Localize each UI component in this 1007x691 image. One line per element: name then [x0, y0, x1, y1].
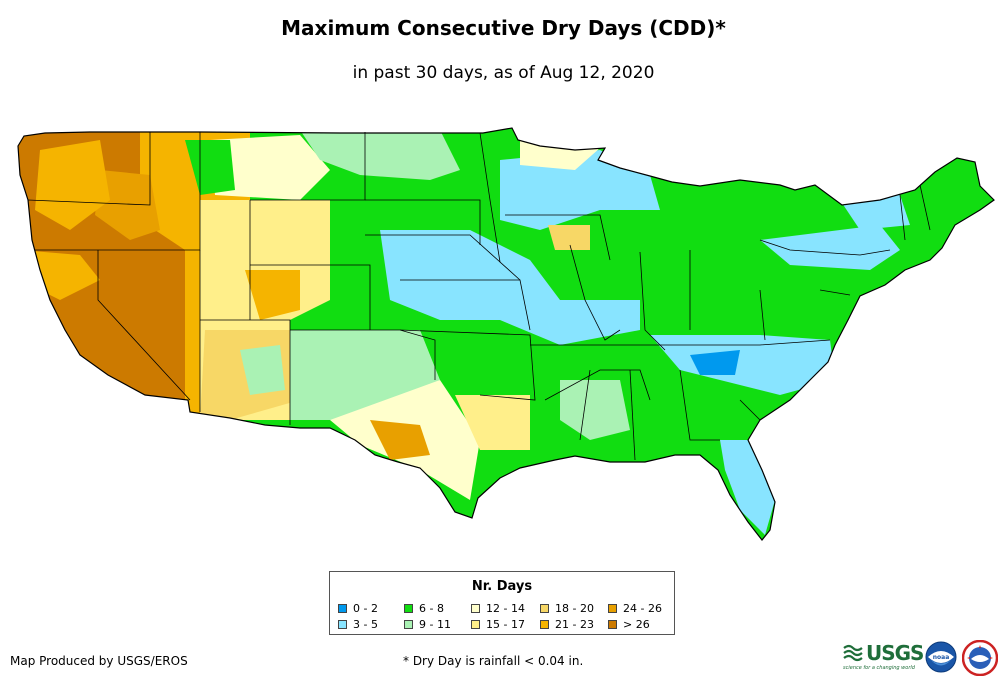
- usgs-wordmark: USGS: [866, 641, 924, 665]
- legend-label: 21 - 23: [555, 618, 594, 631]
- legend-label: 6 - 8: [419, 602, 444, 615]
- legend-swatch: [471, 604, 480, 613]
- legend-title: Nr. Days: [471, 579, 533, 594]
- legend-swatch: [338, 604, 347, 613]
- legend-item: > 26: [608, 618, 650, 631]
- legend-item: 21 - 23: [540, 618, 594, 631]
- legend-item: 18 - 20: [540, 602, 594, 615]
- noaa-logo-text: noaa: [933, 654, 950, 661]
- legend-swatch: [404, 620, 413, 629]
- legend-item: 15 - 17: [471, 618, 525, 631]
- legend-swatch: [608, 620, 617, 629]
- legend: Nr. Days 0 - 2 3 - 5 6 - 8 9 - 11 12 - 1…: [329, 571, 675, 635]
- legend-swatch: [540, 604, 549, 613]
- legend-swatch: [404, 604, 413, 613]
- legend-label: 15 - 17: [486, 618, 525, 631]
- legend-swatch: [338, 620, 347, 629]
- legend-label: 3 - 5: [353, 618, 378, 631]
- legend-label: 9 - 11: [419, 618, 451, 631]
- usgs-waves-icon: [843, 644, 863, 662]
- legend-label: 18 - 20: [555, 602, 594, 615]
- state-boundaries: [27, 132, 931, 461]
- map-title: Maximum Consecutive Dry Days (CDD)*: [281, 16, 726, 40]
- nws-logo-icon: [962, 640, 998, 676]
- legend-item: 6 - 8: [404, 602, 444, 615]
- credit-text: Map Produced by USGS/EROS: [10, 654, 188, 668]
- usgs-tagline: science for a changing world: [843, 665, 915, 671]
- legend-item: 3 - 5: [338, 618, 378, 631]
- map-subtitle: in past 30 days, as of Aug 12, 2020: [352, 63, 655, 83]
- footnote-text: * Dry Day is rainfall < 0.04 in.: [403, 654, 584, 668]
- legend-item: 24 - 26: [608, 602, 662, 615]
- legend-item: 0 - 2: [338, 602, 378, 615]
- legend-swatch: [540, 620, 549, 629]
- legend-swatch: [608, 604, 617, 613]
- legend-item: 12 - 14: [471, 602, 525, 615]
- legend-swatch: [471, 620, 480, 629]
- usgs-logo: USGS science for a changing world: [843, 641, 924, 676]
- noaa-logo-icon: noaa: [925, 641, 957, 673]
- legend-label: 24 - 26: [623, 602, 662, 615]
- legend-item: 9 - 11: [404, 618, 451, 631]
- legend-label: 12 - 14: [486, 602, 525, 615]
- cdd-raster: [18, 128, 994, 540]
- legend-label: > 26: [623, 618, 650, 631]
- legend-label: 0 - 2: [353, 602, 378, 615]
